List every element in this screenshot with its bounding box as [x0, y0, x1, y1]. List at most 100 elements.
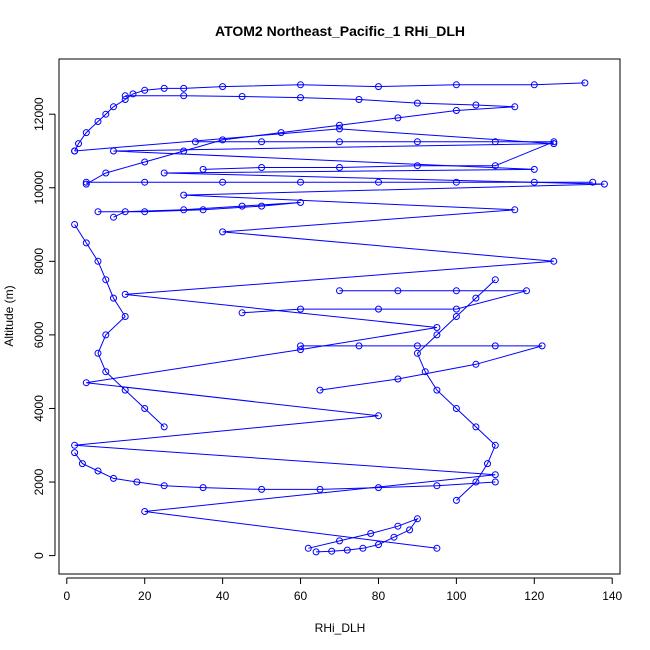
- data-point: [484, 460, 491, 468]
- data-point: [110, 103, 117, 111]
- data-point: [297, 81, 304, 89]
- data-point: [375, 412, 382, 420]
- data-point: [336, 537, 343, 545]
- data-point: [110, 147, 117, 155]
- data-point: [406, 526, 414, 534]
- data-point: [82, 239, 90, 247]
- y-tick-label: 8000: [32, 248, 46, 275]
- x-tick-label: 140: [602, 589, 622, 603]
- data-point: [355, 96, 363, 103]
- data-point: [530, 165, 538, 173]
- data-point: [238, 202, 246, 210]
- data-point: [511, 206, 519, 214]
- data-point: [472, 294, 480, 302]
- data-point: [491, 276, 499, 284]
- data-point: [375, 484, 382, 492]
- series-line-segment: [86, 95, 515, 185]
- data-point: [94, 349, 102, 357]
- data-point: [94, 257, 102, 265]
- data-point: [82, 379, 90, 387]
- data-point: [312, 548, 320, 556]
- data-point: [511, 103, 519, 111]
- data-point: [82, 180, 90, 188]
- data-point: [600, 180, 608, 188]
- series-line-segment: [74, 82, 585, 152]
- data-point: [367, 530, 375, 537]
- data-point: [297, 199, 304, 206]
- data-point: [199, 165, 207, 173]
- x-tick-label: 40: [216, 589, 230, 603]
- plot-area: [58, 58, 621, 575]
- data-point: [375, 541, 382, 549]
- data-point: [277, 129, 285, 137]
- data-point: [336, 164, 343, 171]
- data-point: [375, 83, 382, 91]
- data-point: [121, 208, 129, 216]
- data-point: [433, 386, 441, 394]
- data-point: [199, 484, 207, 492]
- series-line-segment: [308, 517, 419, 553]
- series-line-segment: [74, 452, 496, 490]
- y-tick-label: 4000: [32, 395, 46, 422]
- data-point: [160, 423, 168, 431]
- series-line-segment: [98, 202, 301, 218]
- data-point: [355, 342, 363, 350]
- data-point: [129, 90, 137, 98]
- data-point: [78, 460, 86, 468]
- data-point: [530, 178, 538, 186]
- data-point: [94, 467, 102, 475]
- data-point: [160, 169, 168, 177]
- data-point: [452, 287, 460, 295]
- data-point: [82, 178, 90, 186]
- y-tick-label: 2000: [32, 468, 46, 495]
- data-point: [394, 522, 402, 530]
- data-point: [71, 221, 79, 228]
- data-point: [452, 305, 460, 313]
- y-tick-label: 12000: [32, 97, 46, 131]
- x-axis: 0 20 40 60 80 100 120 140: [63, 577, 623, 603]
- data-point: [102, 276, 110, 284]
- data-point: [394, 287, 402, 295]
- data-point: [452, 313, 460, 320]
- data-point: [491, 471, 499, 479]
- data-point: [141, 208, 149, 216]
- data-point: [110, 213, 117, 221]
- data-point: [141, 405, 149, 412]
- data-point: [258, 202, 266, 210]
- data-point: [238, 309, 246, 317]
- data-point: [82, 129, 90, 137]
- data-point: [297, 94, 304, 102]
- data-point: [199, 206, 207, 214]
- data-point: [121, 290, 129, 298]
- data-point: [180, 92, 188, 100]
- data-point: [433, 331, 441, 339]
- data-point: [472, 423, 480, 431]
- series-line-segment: [300, 345, 543, 391]
- data-point: [121, 386, 129, 394]
- data-point: [452, 178, 460, 186]
- data-point: [413, 162, 421, 170]
- data-point: [523, 287, 530, 295]
- data-point: [141, 86, 149, 94]
- data-point: [390, 533, 398, 541]
- data-point: [359, 544, 367, 552]
- data-point: [375, 305, 382, 313]
- x-tick-label: 20: [138, 589, 152, 603]
- data-point: [336, 125, 343, 133]
- y-axis: 0 2000 4000 6000 8000 10000 12000: [32, 97, 56, 559]
- data-point: [550, 257, 558, 265]
- chart-title: ATOM2 Northeast_Pacific_1 RHi_DLH: [215, 23, 465, 39]
- data-point: [413, 515, 421, 523]
- data-point: [180, 147, 188, 155]
- data-point: [375, 178, 382, 186]
- data-point: [297, 178, 304, 186]
- data-point: [180, 206, 188, 214]
- data-point: [238, 93, 246, 100]
- data-point: [160, 482, 168, 490]
- data-point: [297, 346, 304, 354]
- series-line-segment: [74, 224, 165, 428]
- y-tick-label: 6000: [32, 321, 46, 348]
- data-point: [110, 474, 117, 482]
- data-point: [452, 107, 460, 114]
- data-point: [141, 178, 149, 186]
